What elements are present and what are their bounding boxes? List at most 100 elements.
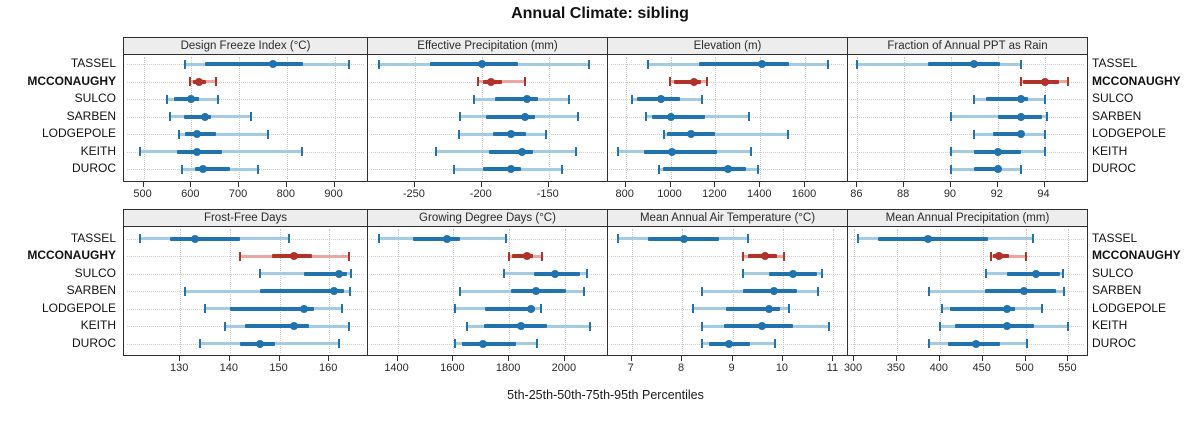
whisker-dark [651, 114, 705, 119]
v-gridline [760, 57, 762, 179]
tick-label: 1200 [702, 188, 727, 200]
median-dot [290, 252, 299, 261]
whisker-cap [300, 147, 303, 157]
median-dot [667, 147, 676, 156]
median-dot [994, 252, 1003, 261]
tick-label: 500 [133, 188, 152, 200]
whisker-cap [1020, 77, 1023, 87]
panel-header: Frost-Free Days [123, 209, 368, 227]
whisker-cap [938, 321, 941, 331]
whisker-light [179, 132, 268, 136]
h-gridline [851, 81, 1084, 83]
tick-label: 350 [886, 362, 906, 374]
tick-mark [759, 182, 761, 187]
whisker-cap [647, 59, 650, 69]
median-dot [442, 234, 451, 243]
row-label-right: DUROC [1092, 335, 1136, 350]
median-dot [1017, 95, 1026, 104]
tick-label: 800 [615, 188, 634, 200]
tick-label: 86 [850, 188, 863, 200]
median-dot [527, 304, 536, 313]
median-dot [1002, 304, 1011, 313]
row-label-left: TASSEL [70, 56, 116, 71]
whisker-dark [304, 271, 348, 276]
whisker-cap [658, 164, 661, 174]
panel-header: Growing Degree Days (°C) [367, 209, 608, 227]
tick-mark [903, 182, 905, 187]
row-label-right: SARBEN [1092, 283, 1142, 298]
median-dot [198, 165, 207, 174]
median-dot [191, 234, 200, 243]
panel-plot [607, 54, 848, 182]
whisker-cap [949, 112, 952, 122]
median-dot [477, 60, 486, 69]
row-label-left: DUROC [72, 161, 116, 176]
whisker-cap [541, 251, 544, 261]
panel-header: Fraction of Annual PPT as Rain [847, 37, 1088, 55]
whisker-cap [927, 286, 930, 296]
whisker-cap [949, 164, 952, 174]
whisker-cap [973, 129, 976, 139]
whisker-cap [188, 77, 191, 87]
panel-plot [607, 226, 848, 356]
median-dot [724, 339, 733, 348]
tick-mark [547, 182, 549, 187]
tick-label: 92 [990, 188, 1003, 200]
median-dot [970, 60, 979, 69]
whisker-cap [350, 269, 353, 279]
whisker-cap [1063, 286, 1066, 296]
tick-label: 160 [319, 362, 338, 374]
tick-mark [996, 182, 998, 187]
h-gridline [611, 256, 844, 258]
whisker-cap [466, 321, 469, 331]
whisker-cap [928, 339, 931, 349]
median-dot [269, 60, 278, 69]
tick-mark [238, 182, 240, 187]
h-gridline [127, 273, 364, 275]
row-label-left: KEITH [80, 143, 116, 158]
tick-mark [396, 356, 398, 361]
tick-label: 700 [228, 188, 248, 200]
tick-label: -200 [469, 188, 492, 200]
median-dot [769, 287, 778, 296]
row-label-right: DUROC [1092, 161, 1136, 176]
whisker-cap [741, 251, 744, 261]
whisker-dark [725, 306, 781, 311]
tick-mark [804, 182, 806, 187]
h-gridline [611, 99, 844, 101]
median-dot [187, 95, 196, 104]
whisker-cap [472, 94, 475, 104]
tick-label: 130 [169, 362, 189, 374]
panel-plot [847, 226, 1088, 356]
whisker-cap [990, 251, 993, 261]
row-label-left: LODGEPOLE [41, 126, 116, 141]
median-dot [193, 147, 202, 156]
median-dot [666, 112, 675, 121]
tick-mark [731, 356, 733, 361]
tick-mark [669, 182, 671, 187]
row-label-left: SULCO [74, 91, 116, 106]
whisker-dark [643, 149, 717, 154]
whisker-cap [827, 59, 830, 69]
whisker-cap [435, 147, 438, 157]
whisker-cap [588, 321, 591, 331]
tick-label: -250 [402, 188, 425, 200]
tick-label: 90 [943, 188, 957, 200]
row-label-right: MCCONAUGHY [1092, 248, 1181, 263]
tick-mark [781, 356, 783, 361]
whisker-cap [523, 77, 526, 87]
whisker-cap [787, 129, 790, 139]
whisker-dark [878, 236, 988, 241]
whisker-cap [1062, 269, 1065, 279]
median-dot [765, 304, 774, 313]
median-dot [523, 95, 532, 104]
tick-label: 2000 [551, 362, 577, 374]
tick-mark [480, 182, 482, 187]
whisker-cap [169, 112, 172, 122]
panel-plot [847, 54, 1088, 182]
tick-mark [228, 356, 230, 361]
median-dot [723, 165, 732, 174]
tick-mark [1067, 356, 1069, 361]
panel-header: Mean Annual Air Temperature (°C) [607, 209, 848, 227]
h-gridline [371, 256, 604, 258]
